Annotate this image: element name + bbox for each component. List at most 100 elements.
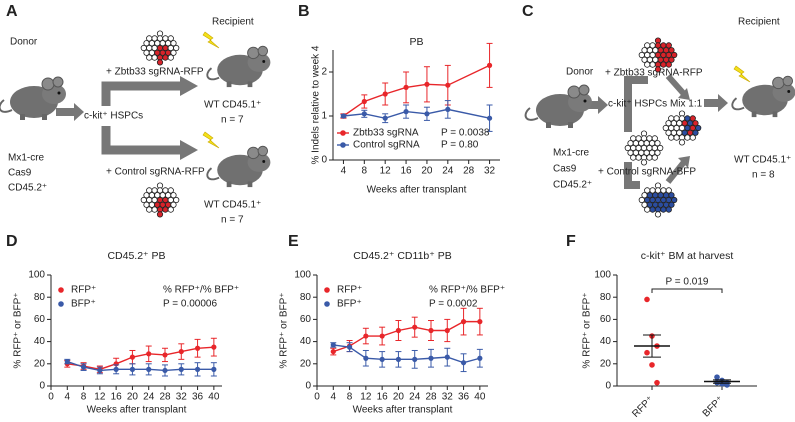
y-axis-label: % RFP⁺ or BFP⁺ bbox=[279, 292, 290, 368]
y-axis-label: % Indels relative to week 4 bbox=[311, 45, 322, 164]
y-tick-label: 40 bbox=[34, 336, 46, 347]
annotation: P = 0.00006 bbox=[163, 299, 217, 310]
eye bbox=[787, 90, 791, 93]
series-line bbox=[333, 320, 480, 353]
y-tick-label: 20 bbox=[300, 358, 312, 369]
x-tick-label: 24 bbox=[143, 392, 155, 403]
y-tick-label: 2 bbox=[321, 67, 327, 78]
arrow bbox=[665, 160, 687, 184]
chart-title: CD45.2⁺ CD11b⁺ PB bbox=[353, 250, 451, 262]
point bbox=[379, 333, 385, 339]
arrow-head bbox=[678, 88, 690, 100]
point bbox=[444, 354, 450, 360]
y-tick-label: 0 bbox=[321, 155, 327, 166]
point bbox=[395, 356, 402, 362]
cell bbox=[156, 59, 164, 66]
ear bbox=[247, 146, 260, 160]
label: + Zbtb33 sgRNA-RFP bbox=[106, 67, 204, 78]
label: CD45.2⁺ bbox=[553, 180, 592, 191]
annotation: % RFP⁺/% BFP⁺ bbox=[429, 285, 505, 296]
eye bbox=[583, 99, 587, 103]
cell bbox=[173, 44, 180, 52]
arrow bbox=[56, 103, 84, 121]
arrow-head bbox=[678, 156, 690, 168]
x-tick-label: 12 bbox=[380, 166, 392, 177]
cell bbox=[671, 51, 678, 59]
point bbox=[178, 348, 184, 355]
point bbox=[460, 360, 467, 366]
label: CD45.2⁺ bbox=[8, 183, 47, 194]
cell bbox=[646, 154, 653, 161]
point bbox=[412, 324, 418, 330]
x-tick-label: 28 bbox=[159, 392, 171, 403]
eye bbox=[57, 91, 61, 95]
point bbox=[382, 91, 388, 97]
legend-marker bbox=[340, 142, 346, 148]
series-line bbox=[67, 360, 214, 372]
cell bbox=[671, 196, 678, 204]
leg bbox=[226, 181, 232, 188]
point bbox=[424, 111, 430, 117]
cell bbox=[644, 206, 651, 213]
y-axis-label: % RFP⁺ or BFP⁺ bbox=[13, 292, 24, 368]
x-tick-label: 24 bbox=[442, 166, 454, 177]
diagram-a: Donor Mx1-cre Cas9 CD45.2⁺ c-kit⁺ HSPCs … bbox=[8, 17, 261, 226]
label: Cas9 bbox=[8, 168, 32, 179]
ear bbox=[782, 75, 794, 87]
y-tick-label: 80 bbox=[300, 292, 312, 303]
cell bbox=[654, 149, 661, 156]
point bbox=[486, 115, 493, 121]
point bbox=[445, 106, 451, 112]
y-tick-label: 20 bbox=[34, 358, 46, 369]
cell bbox=[673, 134, 680, 141]
point bbox=[330, 342, 336, 348]
x-tick-label: 20 bbox=[127, 392, 139, 403]
arrow bbox=[101, 81, 180, 106]
y-tick-label: 60 bbox=[34, 314, 46, 325]
label: Recipient bbox=[738, 17, 780, 28]
point bbox=[379, 356, 385, 362]
cell bbox=[640, 159, 648, 166]
cell bbox=[695, 124, 702, 132]
y-axis-label: % RFP⁺ or BFP⁺ bbox=[582, 292, 593, 368]
label: Mx1-cre bbox=[8, 153, 45, 164]
point bbox=[211, 344, 217, 350]
lightning bbox=[202, 131, 220, 149]
point bbox=[644, 349, 650, 356]
cell bbox=[657, 144, 664, 152]
leg bbox=[546, 122, 551, 128]
cell bbox=[654, 140, 661, 147]
legend-marker bbox=[324, 287, 330, 293]
cell bbox=[665, 187, 672, 194]
y-tick-label: 0 bbox=[305, 381, 311, 392]
cell bbox=[630, 154, 637, 161]
cell bbox=[660, 61, 667, 68]
legend-marker bbox=[58, 301, 64, 307]
point bbox=[361, 111, 367, 117]
label: Cas9 bbox=[553, 164, 577, 175]
point bbox=[211, 366, 217, 372]
y-tick-label: 1 bbox=[321, 111, 327, 122]
point bbox=[194, 366, 201, 372]
arrow bbox=[624, 76, 648, 132]
x-tick-label: 16 bbox=[377, 392, 389, 403]
x-tick-label: 8 bbox=[347, 392, 353, 403]
arrow bbox=[704, 94, 728, 112]
point bbox=[486, 62, 493, 68]
panel-letters: A B C D E F bbox=[6, 3, 576, 250]
significance-bracket bbox=[651, 288, 723, 293]
cell bbox=[173, 196, 180, 204]
cell bbox=[651, 135, 658, 142]
cell bbox=[684, 134, 691, 141]
annotation: P = 0.0038 bbox=[441, 128, 490, 139]
point bbox=[428, 355, 434, 361]
leg bbox=[20, 114, 25, 120]
point bbox=[428, 327, 434, 334]
point bbox=[403, 84, 409, 90]
point bbox=[403, 109, 409, 115]
annotation: P = 0.0002 bbox=[429, 299, 478, 310]
tail bbox=[206, 167, 220, 181]
cell bbox=[692, 120, 699, 127]
point bbox=[412, 356, 418, 362]
cell bbox=[649, 61, 656, 68]
